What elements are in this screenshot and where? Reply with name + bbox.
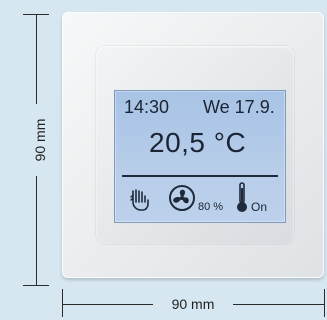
display-screen: 14:30 We 17.9. 20,5 °C 80 % (114, 90, 286, 223)
date-display: We 17.9. (203, 97, 275, 117)
hand-icon (125, 186, 153, 214)
horizontal-dimension-right-tick (324, 289, 325, 317)
fan-icon (168, 184, 196, 212)
horizontal-dimension-left-tick (62, 289, 63, 317)
fan-percent: 80 % (198, 201, 224, 213)
time-display: 14:30 (124, 97, 170, 117)
thermostat-device: 14:30 We 17.9. 20,5 °C 80 % (62, 12, 324, 278)
thermometer-icon (236, 181, 248, 215)
temperature-display: 20,5 °C (149, 127, 247, 158)
horizontal-dimension-label: 90 mm (153, 296, 233, 314)
display-divider (122, 175, 278, 177)
heating-status: On (251, 200, 268, 214)
vertical-dimension-label: 90 mm (32, 104, 52, 176)
